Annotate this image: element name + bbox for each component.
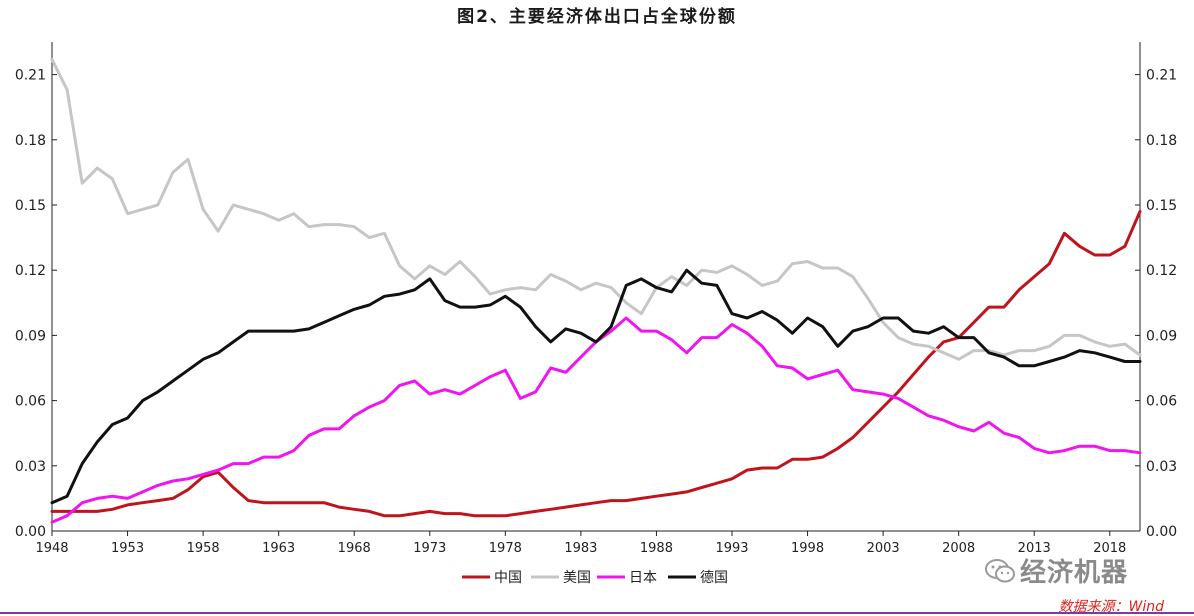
x-tick-label: 1978 <box>489 541 522 556</box>
x-tick-label: 1988 <box>640 541 673 556</box>
x-tick-label: 1963 <box>262 541 295 556</box>
x-tick-label: 2003 <box>867 541 900 556</box>
x-tick-label: 1983 <box>564 541 597 556</box>
y-tick-label-right: 0.00 <box>1146 524 1177 540</box>
y-tick-label-left: 0.18 <box>15 133 46 149</box>
bottom-divider <box>0 612 1194 614</box>
y-tick-label-left: 0.12 <box>15 263 46 279</box>
y-tick-label-right: 0.21 <box>1146 68 1177 84</box>
legend-label-4: 德国 <box>700 570 728 586</box>
x-tick-label: 1958 <box>187 541 220 556</box>
y-tick-label-left: 0.09 <box>15 328 46 344</box>
y-tick-label-left: 0.03 <box>15 459 46 475</box>
x-tick-label: 1968 <box>338 541 371 556</box>
x-tick-label: 1953 <box>111 541 144 556</box>
y-tick-label-right: 0.06 <box>1146 394 1177 410</box>
y-tick-label-left: 0.06 <box>15 394 46 410</box>
series-line-3 <box>52 318 1140 522</box>
x-tick-label: 1998 <box>791 541 824 556</box>
legend-label-2: 美国 <box>563 570 591 586</box>
y-tick-label-right: 0.18 <box>1146 133 1177 149</box>
y-tick-label-left: 0.15 <box>15 198 46 214</box>
y-tick-label-left: 0.00 <box>15 524 46 540</box>
y-tick-label-right: 0.15 <box>1146 198 1177 214</box>
chart-legend: 中国 美国 日本 德国 <box>462 570 728 586</box>
y-tick-label-right: 0.12 <box>1146 263 1177 279</box>
series-layer <box>52 59 1140 522</box>
wechat-icon <box>984 557 1016 585</box>
y-tick-label-right: 0.09 <box>1146 328 1177 344</box>
watermark-text: 经济机器 <box>1020 552 1128 589</box>
watermark: 经济机器 <box>984 552 1128 589</box>
series-line-2 <box>52 59 1140 359</box>
legend-label-1: 中国 <box>494 570 522 586</box>
x-tick-label: 1973 <box>413 541 446 556</box>
series-line-4 <box>52 270 1140 503</box>
y-tick-label-right: 0.03 <box>1146 459 1177 475</box>
legend-label-3: 日本 <box>629 570 657 586</box>
x-tick-label: 2008 <box>942 541 975 556</box>
x-tick-label: 1993 <box>715 541 748 556</box>
y-tick-label-left: 0.21 <box>15 68 46 84</box>
x-tick-label: 1948 <box>35 541 68 556</box>
